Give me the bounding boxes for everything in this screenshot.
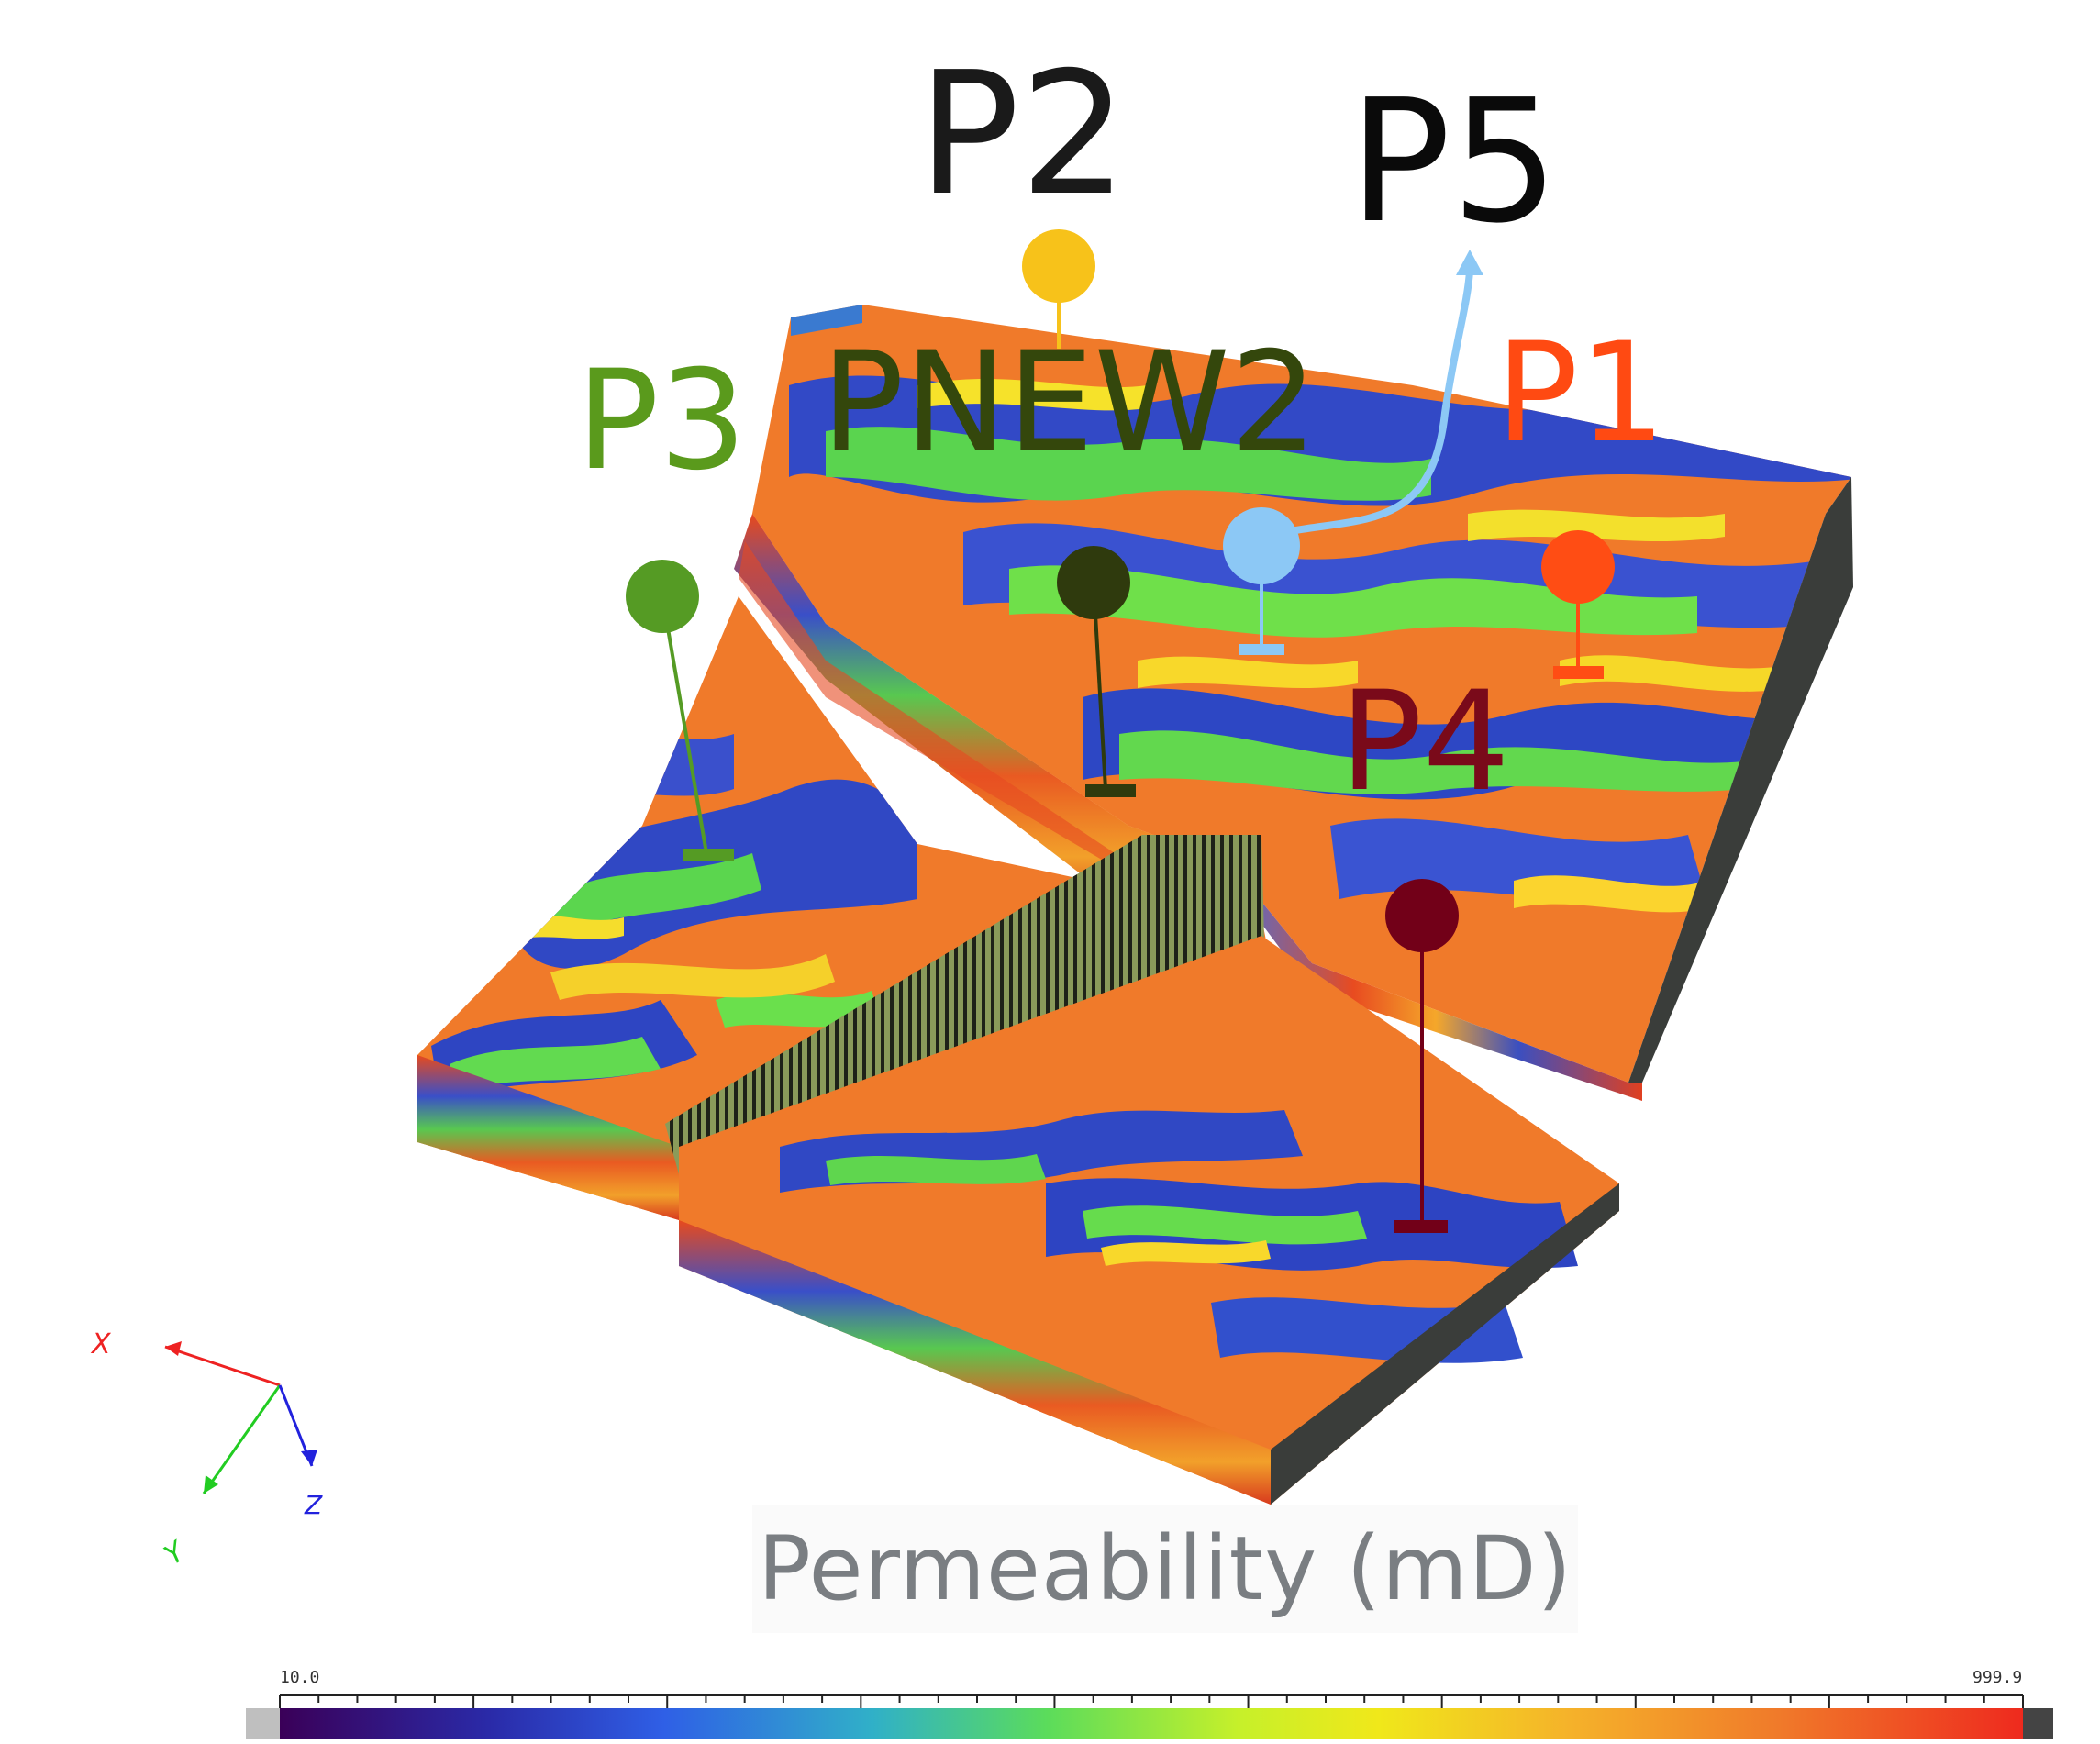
well-p2-label: P2 bbox=[917, 35, 1128, 233]
fault-surface bbox=[665, 835, 1264, 1174]
z-axis-arrow-icon bbox=[301, 1450, 317, 1466]
y-axis-arrow-icon bbox=[204, 1475, 218, 1494]
well-p4[interactable]: P4 bbox=[1339, 662, 1510, 1233]
colorbar-max-label: 999.9 bbox=[1972, 1668, 2023, 1687]
well-pnew2-label: PNEW2 bbox=[821, 323, 1317, 483]
front-block bbox=[679, 936, 1619, 1505]
well-p1[interactable]: P1 bbox=[1495, 314, 1666, 679]
well-p5[interactable]: P5 bbox=[1223, 62, 1559, 655]
orientation-axes: X Y Z bbox=[90, 1328, 323, 1572]
arrow-head-icon bbox=[1456, 250, 1483, 275]
y-axis-label: Y bbox=[159, 1535, 193, 1572]
well-p3[interactable]: P3 bbox=[576, 341, 747, 861]
colorbar-ticks bbox=[279, 1695, 2024, 1708]
well-p1-label: P1 bbox=[1495, 314, 1666, 473]
x-axis-label: X bbox=[90, 1328, 112, 1361]
colorbar-over-swatch bbox=[2023, 1708, 2053, 1739]
well-p4-label: P4 bbox=[1339, 662, 1510, 822]
well-p5-label: P5 bbox=[1349, 62, 1559, 261]
well-pnew2[interactable]: PNEW2 bbox=[821, 323, 1317, 797]
well-p3-label: P3 bbox=[576, 341, 747, 501]
z-axis-label: Z bbox=[304, 1490, 323, 1520]
colorbar bbox=[246, 1694, 2053, 1739]
well-p2-marker[interactable] bbox=[1022, 229, 1095, 303]
well-pnew2-marker[interactable] bbox=[1057, 546, 1130, 619]
x-axis-arrow-icon bbox=[165, 1341, 182, 1356]
well-p1-marker[interactable] bbox=[1541, 530, 1615, 604]
well-p5-arrow bbox=[1264, 270, 1473, 540]
colorbar-min-label: 10.0 bbox=[280, 1668, 320, 1687]
well-p5-marker[interactable] bbox=[1223, 507, 1300, 584]
well-p4-marker[interactable] bbox=[1385, 879, 1459, 952]
colorbar-gradient bbox=[280, 1708, 2023, 1739]
colorbar-under-swatch bbox=[246, 1708, 280, 1739]
well-p3-marker[interactable] bbox=[626, 560, 699, 633]
well-p2[interactable]: P2 bbox=[917, 35, 1128, 349]
terrace-step bbox=[734, 514, 1229, 917]
colorbar-title: Permeability (mD) bbox=[752, 1505, 1578, 1633]
